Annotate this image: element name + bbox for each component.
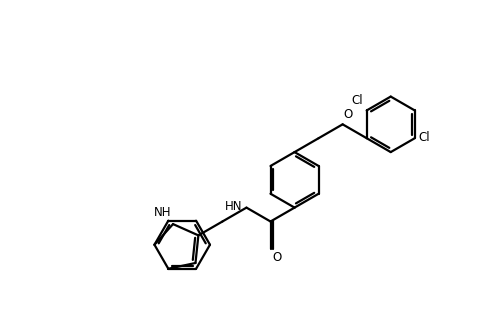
- Text: Cl: Cl: [419, 131, 431, 144]
- Text: O: O: [273, 251, 282, 264]
- Text: HN: HN: [225, 200, 243, 213]
- Text: O: O: [344, 108, 353, 121]
- Text: NH: NH: [154, 206, 171, 219]
- Text: Cl: Cl: [351, 95, 363, 108]
